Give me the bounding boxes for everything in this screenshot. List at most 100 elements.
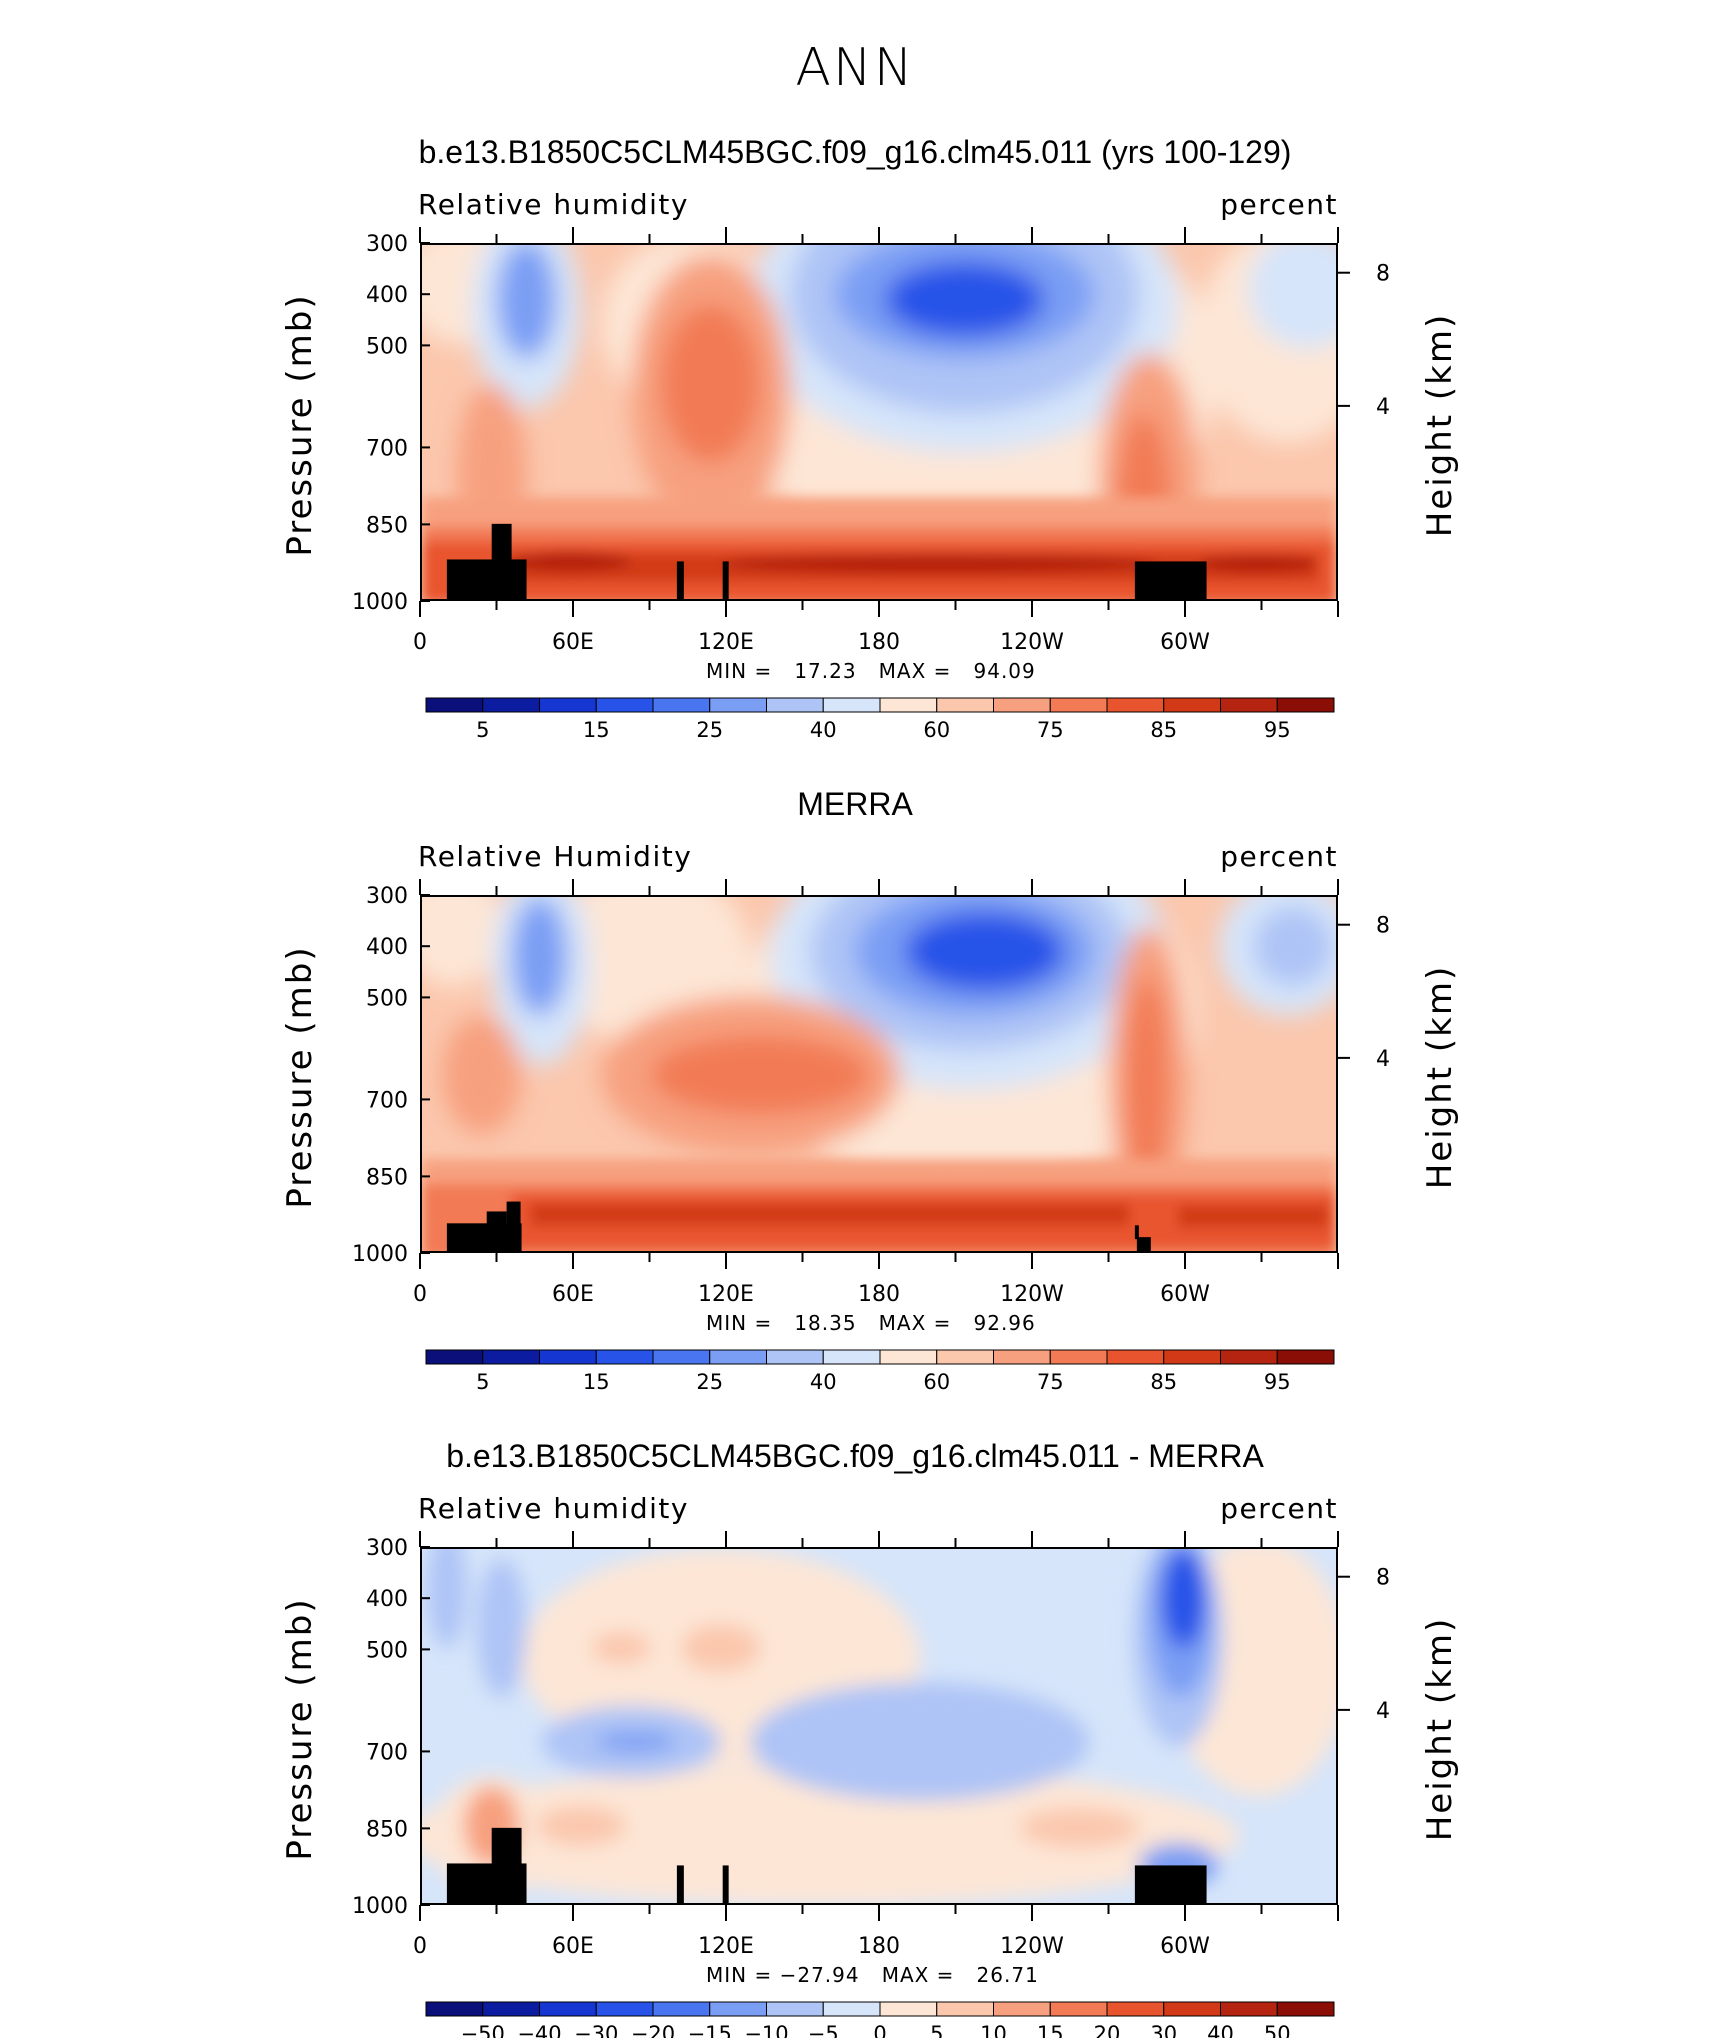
panel-3-colorbar-box-15 <box>1276 2001 1335 2017</box>
panel-3-pos-lower <box>422 1766 1239 1903</box>
panel-3-yrtick-label-0: 8 <box>1376 1566 1390 1591</box>
panel-2-min-label: MIN = <box>706 1311 773 1335</box>
panel-2-land-africa-1 <box>446 1223 522 1251</box>
panel-3-colorbar-label-9: 10 <box>980 2022 1007 2038</box>
panel-2-colorbar-box-15 <box>1276 1349 1335 1365</box>
panel-3-xtick-label-1: 60E <box>552 1934 594 1959</box>
panel-3-land-africa-1 <box>446 1863 527 1903</box>
panel-2-colorbar-box-2 <box>539 1349 597 1365</box>
panel-3-colorbar-box-5 <box>709 2001 767 2017</box>
panel-3-colorbar-box-4 <box>652 2001 711 2017</box>
panel-3-contour-field <box>422 1549 1336 1903</box>
panel-2-land-andes-1 <box>1136 1237 1151 1251</box>
panel-1-max-value: 94.09 <box>973 659 1036 683</box>
panel-3-colorbar-box-11 <box>1049 2001 1108 2017</box>
panel-1-ytick-label-2: 500 <box>366 334 408 359</box>
panel-2-colorbar-label-3: 40 <box>810 1370 837 1394</box>
panel-1-ytick-label-5: 1000 <box>352 590 408 615</box>
panel-1-bl-core-2 <box>720 553 1159 574</box>
panel-1-land-mc-2 <box>722 561 729 599</box>
panel-3-colorbar-label-3: −20 <box>631 2022 675 2038</box>
panel-3-ytick-label-0: 300 <box>366 1536 408 1561</box>
panel-2-colorbar-box-12 <box>1106 1349 1165 1365</box>
panel-2-xtick-label-0: 0 <box>413 1282 427 1307</box>
panel-3-colorbar-box-0 <box>425 2001 484 2017</box>
panel-3-colorbar-box-1 <box>482 2001 540 2017</box>
panel-3-colorbar-box-10 <box>993 2001 1051 2017</box>
panel-1-min-value: 17.23 <box>794 659 857 683</box>
panel-1-plot-area <box>420 243 1338 601</box>
panel-2-colorbar-box-4 <box>652 1349 711 1365</box>
panel-2-title: MERRA <box>797 786 913 822</box>
panel-2-americas-plume-inner <box>1124 976 1169 1194</box>
panel-1-colorbar-box-3 <box>595 697 654 713</box>
panel-3-pos-mc-2 <box>591 1632 651 1664</box>
panel-1-xtick-label-5: 60W <box>1160 630 1210 655</box>
panel-2-ytick-label-0: 300 <box>366 884 408 909</box>
panel-2-colorbar-label-7: 95 <box>1264 1370 1291 1394</box>
panel-1-xtick-label-1: 60E <box>552 630 594 655</box>
panel-2-ytick-label-2: 500 <box>366 986 408 1011</box>
panel-3-colorbar-box-12 <box>1106 2001 1165 2017</box>
panel-3-colorbar-box-7 <box>822 2001 881 2017</box>
panel-1-colorbar-label-0: 5 <box>476 718 489 742</box>
panel-1-colorbar-label-4: 60 <box>923 718 950 742</box>
panel-1-colorbar-box-4 <box>652 697 711 713</box>
panel-3-neg-africa-1 <box>426 1549 467 1648</box>
panel-1-ylabel-right: Height (km) <box>1420 312 1460 538</box>
panel-1-colorbar-box-10 <box>993 697 1051 713</box>
panel-3-units: percent <box>1220 1492 1338 1525</box>
panel-2-africa-dry-inner <box>511 897 568 1016</box>
panel-1-xtick-label-0: 0 <box>413 630 427 655</box>
panel-3-max-value: 26.71 <box>976 1963 1039 1987</box>
panel-3-variable: Relative humidity <box>418 1492 689 1525</box>
panel-2-xtick-label-2: 120E <box>698 1282 754 1307</box>
panel-3-colorbar-label-14: 50 <box>1264 2022 1291 2038</box>
panel-1-xtick-label-3: 180 <box>858 630 900 655</box>
panel-2-colorbar-box-14 <box>1220 1349 1278 1365</box>
panel-2-variable: Relative Humidity <box>418 840 693 873</box>
panel-3-neg-africa-2 <box>476 1558 527 1698</box>
panel-3-land-mc-2 <box>722 1865 729 1903</box>
panel-2-colorbar-label-6: 85 <box>1150 1370 1177 1394</box>
panel-1-land-mc-1 <box>676 561 684 599</box>
panel-2-units: percent <box>1220 840 1338 873</box>
panel-1-land-africa-2 <box>491 523 512 564</box>
panel-3-ylabel: Pressure (mb) <box>280 1597 320 1861</box>
panel-2-contour-field <box>422 897 1336 1251</box>
panel-1-colorbar-box-9 <box>936 697 994 713</box>
panel-3-colorbar-label-0: −50 <box>461 2022 505 2038</box>
panel-2-colorbar-box-1 <box>482 1349 540 1365</box>
panel-2-land-africa-3 <box>506 1201 521 1226</box>
panel-1-colorbar-label-3: 40 <box>810 718 837 742</box>
panel-1-colorbar-label-5: 75 <box>1037 718 1064 742</box>
panel-3-colorbar-label-2: −30 <box>574 2022 618 2038</box>
panel-2-colorbar-label-4: 60 <box>923 1370 950 1394</box>
panel-1-land-andes <box>1134 561 1207 599</box>
panel-2-topography <box>446 1201 1151 1251</box>
panel-1-ylabel: Pressure (mb) <box>280 293 320 557</box>
panel-1-land-africa-1 <box>446 559 527 599</box>
panel-1-max-label: MAX = <box>878 659 952 683</box>
panel-3-colorbar-label-12: 30 <box>1150 2022 1177 2038</box>
panel-3-ytick-label-4: 850 <box>366 1817 408 1842</box>
panel-3-xtick-label-5: 60W <box>1160 1934 1210 1959</box>
panel-2-colorbar-box-13 <box>1163 1349 1221 1365</box>
panel-2-colorbar-box-10 <box>993 1349 1051 1365</box>
panel-3-land-africa-2 <box>491 1827 522 1868</box>
panel-2-max-label: MAX = <box>878 1311 952 1335</box>
panel-3-ylabel-right: Height (km) <box>1420 1616 1460 1842</box>
panel-1-colorbar-box-2 <box>539 697 597 713</box>
panel-1-colorbar-label-7: 95 <box>1264 718 1291 742</box>
panel-2-colorbar-box-6 <box>766 1349 824 1365</box>
panel-2-ytick-label-5: 1000 <box>352 1242 408 1267</box>
panel-3-colorbar-label-5: −10 <box>744 2022 788 2038</box>
panel-1-contour-field <box>422 245 1336 599</box>
panel-3-land-mc-1 <box>676 1865 684 1903</box>
panel-3-colorbar-label-10: 15 <box>1037 2022 1064 2038</box>
panel-3-min-label: MIN = <box>706 1963 773 1987</box>
panel-3-colorbar-label-6: −5 <box>808 2022 839 2038</box>
panel-1-colorbar-box-1 <box>482 697 540 713</box>
panel-3-ytick-label-1: 400 <box>366 1587 408 1612</box>
panel-1-colorbar-box-6 <box>766 697 824 713</box>
